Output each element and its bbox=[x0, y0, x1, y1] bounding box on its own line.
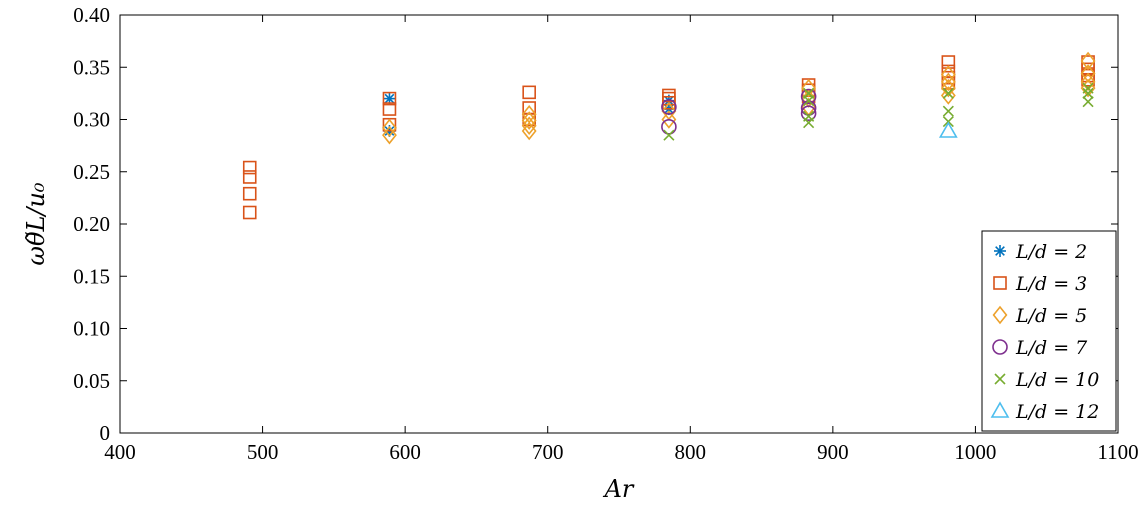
legend-label: L/d = 7 bbox=[1015, 337, 1088, 359]
data-point bbox=[382, 102, 397, 116]
data-point bbox=[1082, 87, 1094, 99]
data-point bbox=[382, 125, 397, 145]
data-point bbox=[663, 129, 675, 141]
legend-marker bbox=[994, 245, 1006, 257]
legend-marker bbox=[992, 305, 1008, 325]
x-tick-label: 1100 bbox=[1097, 440, 1138, 464]
data-point bbox=[242, 205, 257, 220]
data-point bbox=[1080, 64, 1096, 83]
series-3 bbox=[382, 51, 1096, 145]
y-axis-label: ωθ̃L/u₀ bbox=[22, 182, 50, 266]
data-point bbox=[938, 121, 958, 138]
data-point bbox=[803, 117, 815, 129]
legend-box bbox=[981, 230, 1117, 432]
data-point bbox=[1082, 82, 1094, 94]
y-tick-label: 0.10 bbox=[73, 317, 110, 341]
data-point bbox=[940, 86, 956, 105]
data-point bbox=[1080, 78, 1096, 98]
x-tick-label: 400 bbox=[104, 440, 136, 464]
legend-marker bbox=[993, 276, 1007, 290]
data-point bbox=[661, 99, 677, 115]
data-point bbox=[661, 119, 677, 135]
y-tick-label: 0 bbox=[100, 421, 111, 445]
legend-label: L/d = 10 bbox=[1015, 369, 1099, 391]
data-point bbox=[941, 55, 956, 69]
x-tick-label: 1000 bbox=[954, 440, 996, 464]
data-point bbox=[521, 116, 537, 136]
data-point bbox=[242, 160, 257, 175]
y-tick-label: 0.05 bbox=[73, 369, 110, 393]
legend-label: L/d = 12 bbox=[1015, 401, 1099, 423]
data-point bbox=[1080, 72, 1096, 92]
x-tick-label: 800 bbox=[675, 440, 707, 464]
series-5 bbox=[663, 82, 1094, 141]
y-tick-label: 0.35 bbox=[73, 55, 110, 79]
x-tick-label: 900 bbox=[817, 440, 849, 464]
legend-label: L/d = 5 bbox=[1015, 305, 1087, 327]
data-point bbox=[521, 111, 537, 130]
data-point bbox=[800, 105, 817, 122]
data-point bbox=[1082, 96, 1094, 108]
legend-marker bbox=[992, 339, 1008, 355]
legend: L/d = 2 L/d = 3 L/d = 5 L/d = 7 L/d = 10 L/d … bbox=[981, 230, 1117, 432]
data-point bbox=[242, 170, 257, 184]
data-point bbox=[382, 91, 397, 106]
x-tick-label: 700 bbox=[532, 440, 564, 464]
legend-marker bbox=[990, 401, 1010, 418]
data-point bbox=[940, 78, 956, 98]
data-point bbox=[522, 85, 536, 100]
data-point bbox=[800, 88, 817, 105]
data-point bbox=[242, 186, 257, 201]
legend-marker bbox=[994, 373, 1006, 385]
data-point bbox=[940, 72, 956, 92]
data-point bbox=[661, 110, 677, 129]
y-tick-label: 0.15 bbox=[73, 264, 110, 288]
data-point bbox=[940, 65, 956, 84]
x-tick-label: 500 bbox=[247, 440, 279, 464]
y-tick-label: 0.20 bbox=[73, 212, 110, 236]
axis-ticks bbox=[119, 14, 1119, 434]
x-axis-label: Ar bbox=[603, 475, 635, 503]
data-point bbox=[803, 95, 815, 107]
data-points bbox=[242, 51, 1096, 220]
axis-tick-labels: 400 500 600 700 800 900 1000 1100 0 0.05 0.10 0.15 0… bbox=[73, 3, 1138, 464]
y-tick-label: 0.40 bbox=[73, 3, 110, 27]
y-tick-label: 0.30 bbox=[73, 108, 110, 132]
legend-label: L/d = 3 bbox=[1015, 273, 1087, 295]
legend-label: L/d = 2 bbox=[1015, 241, 1087, 263]
data-point bbox=[942, 87, 954, 99]
data-point bbox=[1080, 51, 1096, 71]
series-4 bbox=[661, 88, 817, 135]
y-tick-label: 0.25 bbox=[73, 160, 110, 184]
plot-area-frame bbox=[119, 14, 1119, 434]
x-tick-label: 600 bbox=[389, 440, 421, 464]
data-point bbox=[942, 105, 954, 117]
series-6 bbox=[938, 121, 958, 138]
data-point bbox=[521, 121, 537, 141]
series-2 bbox=[242, 55, 1095, 220]
data-point bbox=[801, 78, 817, 98]
data-point bbox=[382, 118, 397, 138]
